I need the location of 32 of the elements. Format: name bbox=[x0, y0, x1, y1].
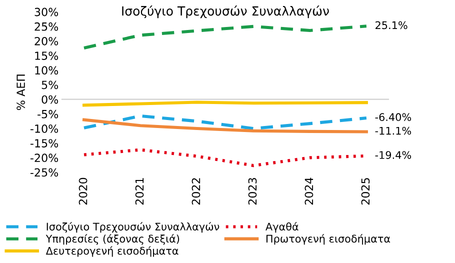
y-tick-label: 10% bbox=[35, 66, 58, 75]
line-series bbox=[82, 114, 368, 130]
legend-label: Πρωτογενή εισοδήματα bbox=[266, 234, 390, 245]
y-tick-label: 5% bbox=[42, 80, 58, 90]
annotation: -6.40% bbox=[375, 113, 412, 122]
legend-label: Αγαθά bbox=[266, 222, 298, 233]
y-tick-label: 0% bbox=[42, 95, 58, 104]
x-tick-label: 2022 bbox=[192, 178, 200, 205]
y-tick-label: 30% bbox=[34, 8, 58, 16]
legend-label: Ισοζύγιο Τρεχουσών Συναλλαγών bbox=[46, 222, 220, 233]
x-tick-label: 2021 bbox=[135, 178, 144, 205]
chart-title: Ισοζύγιο Τρεχουσών Συναλλαγών bbox=[122, 6, 329, 18]
y-tick-label: 25% bbox=[34, 22, 58, 31]
y-tick-label: -10% bbox=[30, 124, 58, 133]
legend-label: Υπηρεσίες (άξονας δεξιά) bbox=[46, 234, 180, 245]
y-tick-label: 15% bbox=[35, 52, 58, 60]
y-axis-title: % ΑΕΠ bbox=[16, 74, 26, 110]
annotation: 25.1% bbox=[376, 21, 408, 30]
annotation: -11.1% bbox=[375, 126, 412, 135]
y-tick-label: -5% bbox=[38, 110, 58, 118]
line-series bbox=[82, 24, 368, 50]
y-tick-label: 20% bbox=[34, 36, 58, 46]
x-tick-label: 2025 bbox=[361, 178, 370, 205]
x-tick-label: 2020 bbox=[78, 178, 88, 205]
x-tick-label: 2023 bbox=[248, 178, 257, 205]
line-series bbox=[82, 118, 368, 134]
y-tick-label: -20% bbox=[30, 154, 58, 162]
legend-label: Δευτερογενή εισοδήματα bbox=[46, 246, 178, 257]
y-tick-label: -15% bbox=[30, 139, 58, 148]
annotation: -19.4% bbox=[375, 151, 412, 159]
x-tick-label: 2024 bbox=[304, 178, 314, 205]
y-tick-label: -25% bbox=[30, 168, 58, 177]
